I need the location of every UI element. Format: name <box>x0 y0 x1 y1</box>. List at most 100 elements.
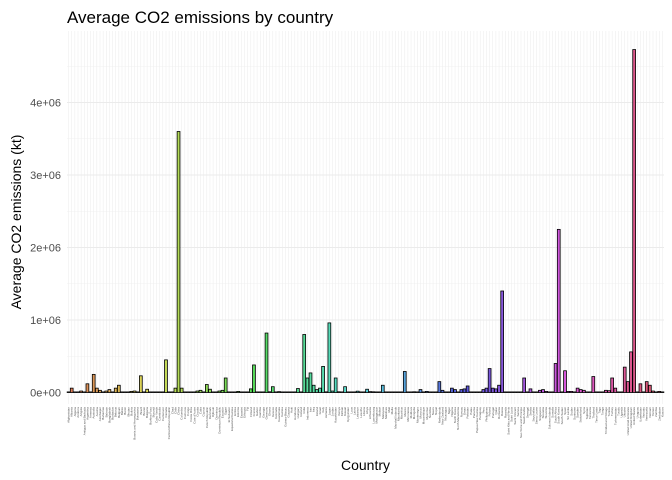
x-tick-label: Burkina Faso <box>148 407 152 425</box>
x-tick-label: Brunei <box>142 407 146 416</box>
x-tick-label: Sweden <box>576 407 580 418</box>
x-tick-label: Russia <box>500 407 504 417</box>
bar-oman <box>462 388 467 393</box>
bar-egypt <box>223 377 228 393</box>
x-tick-label: South Sudan <box>560 407 564 425</box>
x-tick-label: Panama <box>472 407 476 419</box>
x-tick-label: Bahamas <box>101 407 105 420</box>
bar-haiti <box>289 391 294 393</box>
x-tick-label: Eritrea <box>233 407 237 416</box>
x-tick-label: Niger <box>447 407 451 414</box>
x-tick-label: United Arab Emirates <box>626 407 630 436</box>
x-tick-label: Algeria <box>73 407 77 417</box>
bar-gambia <box>258 391 263 393</box>
bar-north-macedonia <box>456 391 461 393</box>
x-tick-label: Ecuador <box>221 407 225 418</box>
x-tick-label: Rwanda <box>503 407 507 418</box>
bar-north-korea <box>453 389 457 393</box>
x-tick-label: Micronesia <box>406 407 410 422</box>
bar-malta <box>390 391 395 393</box>
x-tick-label: Brazil <box>139 407 143 415</box>
bar-fiji <box>245 391 250 393</box>
x-tick-label: Bhutan <box>126 407 130 417</box>
bar-lithuania <box>368 391 373 393</box>
bar-mexico <box>402 371 407 393</box>
x-tick-label: Oman <box>462 407 466 416</box>
bar-laos <box>349 391 354 393</box>
y-tick-label: 2e+06 <box>30 243 61 255</box>
x-tick-label: Burundi <box>151 407 155 418</box>
bar-bulgaria <box>145 388 149 393</box>
bar-belgium <box>117 384 121 393</box>
bar-eswatini <box>239 391 244 393</box>
x-tick-label: Uganda <box>620 407 624 418</box>
x-tick-label: Laos <box>349 407 353 414</box>
bar-bolivia <box>129 391 134 393</box>
bar-georgia <box>261 391 266 393</box>
bar-malaysia <box>380 384 385 393</box>
x-tick-label: Maldives <box>384 407 388 419</box>
x-tick-label: Pakistan <box>466 407 470 419</box>
x-tick-label: Sao Tome and Principe <box>519 407 523 438</box>
bar-gabon <box>255 391 259 393</box>
bar-canada <box>164 359 168 393</box>
bar-kyrgyzstan <box>346 391 351 393</box>
bar-cote-d-ivoire <box>192 391 197 393</box>
x-tick-label: Luxembourg <box>371 407 375 424</box>
x-tick-label: Tunisia <box>607 407 611 417</box>
x-tick-label: Cyprus <box>202 407 206 417</box>
bar-kiribati <box>340 391 344 393</box>
bar-tuvalu <box>616 391 621 393</box>
bar-united-kingdom <box>629 351 633 393</box>
x-tick-label: Nigeria <box>450 407 454 417</box>
x-tick-label: Zambia <box>654 407 658 417</box>
bar-indonesia <box>305 377 310 393</box>
x-tick-label: Barbados <box>111 407 115 420</box>
bar-paraguay <box>478 391 482 393</box>
bar-russia <box>500 290 504 393</box>
bar-bangladesh <box>107 389 112 393</box>
x-tick-label: Mauritius <box>400 407 404 420</box>
x-tick-label: Cambodia <box>158 407 162 421</box>
bar-papua-new-guinea <box>475 391 479 393</box>
x-tick-label: Antigua and Barbuda <box>82 407 86 436</box>
bar-sweden <box>575 387 580 393</box>
bar-guatemala <box>277 391 281 393</box>
x-tick-label: Chad <box>170 407 174 415</box>
bar-croatia <box>195 390 200 393</box>
x-tick-label: Estonia <box>236 407 240 417</box>
x-tick-label: China <box>177 407 181 415</box>
x-tick-label: Tanzania <box>588 407 592 419</box>
x-tick-label: Chile <box>173 407 177 414</box>
bar-morocco <box>418 389 423 393</box>
x-tick-label: El Salvador <box>227 407 231 422</box>
x-tick-label: Czech Republic <box>205 407 209 429</box>
bar-thailand <box>591 376 596 393</box>
x-tick-label: Saint Lucia <box>510 407 514 422</box>
x-tick-label: Guinea-Bissau <box>283 407 287 427</box>
x-tick-label: Saudi Arabia <box>522 407 526 424</box>
x-tick-label: Denmark <box>208 407 212 420</box>
y-tick-label: 1e+06 <box>30 315 61 327</box>
x-tick-label: Gambia <box>258 407 262 418</box>
bar-barbados <box>110 391 115 393</box>
bar-kenya <box>336 391 341 393</box>
bar-chad <box>170 391 175 393</box>
x-tick-label: Tonga <box>601 407 605 416</box>
x-tick-label: Hungary <box>296 407 300 419</box>
bar-india <box>302 334 307 393</box>
x-tick-label: Iran <box>309 407 313 413</box>
bar-congo <box>186 391 190 393</box>
bar-central-african-republic <box>167 391 171 393</box>
bar-montenegro <box>415 391 420 393</box>
bar-jamaica <box>324 391 329 393</box>
bar-iraq <box>311 384 316 393</box>
bar-burkina-faso <box>148 391 153 393</box>
x-tick-label: Spain <box>563 407 567 415</box>
x-tick-label: Haiti <box>290 407 294 413</box>
bar-japan <box>327 322 332 393</box>
x-tick-label: Mexico <box>403 407 407 417</box>
bar-equatorial-guinea <box>230 391 234 393</box>
bar-antigua-and-barbuda <box>82 391 87 393</box>
x-tick-label: Senegal <box>525 407 529 418</box>
